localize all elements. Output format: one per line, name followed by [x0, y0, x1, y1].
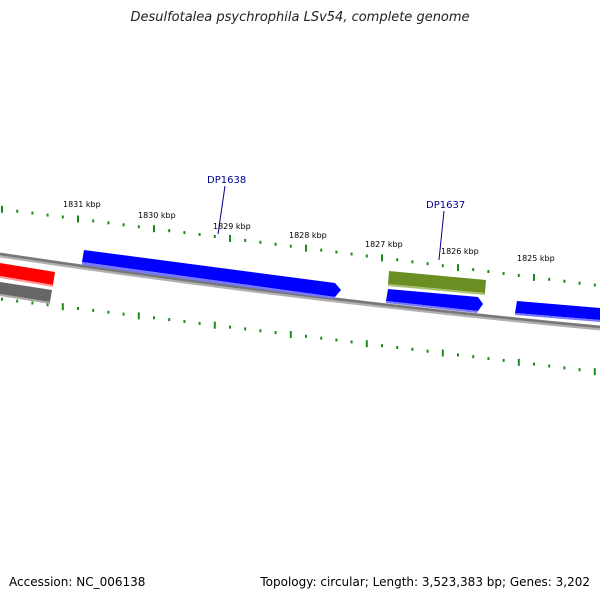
gene-blue-right-highlight — [515, 313, 600, 322]
dp1638-leader-line — [217, 185, 226, 235]
gene-dp1637[interactable] — [388, 271, 486, 293]
backbone-line — [0, 252, 600, 329]
gene-dp1637-highlight — [388, 284, 485, 295]
gene-blue-middle[interactable] — [386, 289, 483, 311]
gene-gray-left[interactable] — [0, 282, 52, 302]
gene-blue-middle-highlight — [386, 301, 478, 313]
gene-red-left[interactable] — [0, 263, 55, 285]
tick-label-1828: 1828 kbp — [289, 231, 327, 240]
gene-label-dp1637[interactable]: DP1637 — [426, 200, 465, 211]
accession-text: Accession: NC_006138 — [9, 575, 146, 589]
tick-label-1825: 1825 kbp — [517, 254, 555, 263]
gene-label-dp1638[interactable]: DP1638 — [207, 175, 246, 186]
genome-summary-text: Topology: circular; Length: 3,523,383 bp… — [260, 575, 590, 589]
map-title: Desulfotalea psychrophila LSv54, complet… — [130, 10, 470, 25]
gene-dp1638-highlight — [82, 262, 335, 299]
tick-label-1829: 1829 kbp — [213, 222, 251, 231]
inner-tick-ring — [1, 297, 596, 376]
tick-label-1830: 1830 kbp — [138, 211, 176, 220]
gene-dp1638[interactable] — [82, 250, 341, 297]
outer-tick-ring — [1, 205, 596, 287]
dp1637-leader-line — [438, 210, 445, 261]
tick-label-1826: 1826 kbp — [441, 247, 479, 256]
tick-label-1831: 1831 kbp — [63, 200, 101, 209]
gene-blue-right[interactable] — [515, 301, 600, 320]
tick-label-1827: 1827 kbp — [365, 240, 403, 249]
gene-gray-left-highlight — [0, 294, 50, 304]
gene-red-left-highlight — [0, 276, 53, 287]
